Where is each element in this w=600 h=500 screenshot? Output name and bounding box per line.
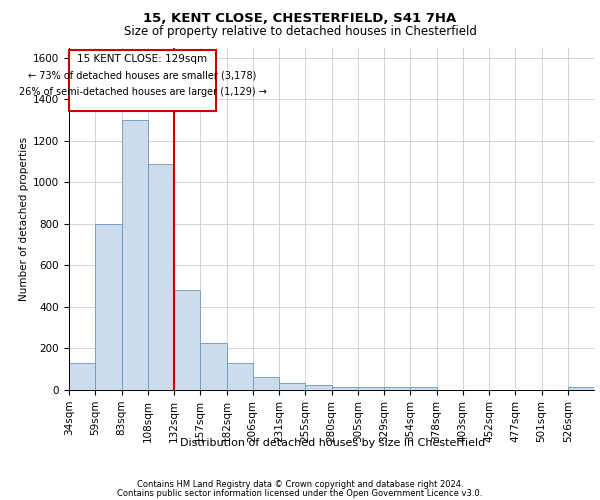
Bar xyxy=(227,363,253,390)
Text: ← 73% of detached houses are smaller (3,178): ← 73% of detached houses are smaller (3,… xyxy=(28,70,257,81)
FancyBboxPatch shape xyxy=(69,50,216,111)
Bar xyxy=(279,382,305,390)
Bar xyxy=(331,387,358,390)
Bar xyxy=(200,344,227,390)
Bar xyxy=(174,290,200,390)
Bar xyxy=(69,363,95,390)
Bar xyxy=(253,376,279,390)
Bar xyxy=(148,164,174,390)
Text: Distribution of detached houses by size in Chesterfield: Distribution of detached houses by size … xyxy=(181,438,485,448)
Text: 15 KENT CLOSE: 129sqm: 15 KENT CLOSE: 129sqm xyxy=(77,54,208,64)
Text: Contains public sector information licensed under the Open Government Licence v3: Contains public sector information licen… xyxy=(118,488,482,498)
Text: Contains HM Land Registry data © Crown copyright and database right 2024.: Contains HM Land Registry data © Crown c… xyxy=(137,480,463,489)
Y-axis label: Number of detached properties: Number of detached properties xyxy=(19,136,29,301)
Bar xyxy=(358,387,384,390)
Bar xyxy=(384,387,410,390)
Bar xyxy=(95,224,121,390)
Text: 15, KENT CLOSE, CHESTERFIELD, S41 7HA: 15, KENT CLOSE, CHESTERFIELD, S41 7HA xyxy=(143,12,457,26)
Bar xyxy=(410,387,437,390)
Text: Size of property relative to detached houses in Chesterfield: Size of property relative to detached ho… xyxy=(124,25,476,38)
Bar xyxy=(568,387,594,390)
Bar xyxy=(121,120,148,390)
Text: 26% of semi-detached houses are larger (1,129) →: 26% of semi-detached houses are larger (… xyxy=(19,86,266,97)
Bar xyxy=(305,386,331,390)
